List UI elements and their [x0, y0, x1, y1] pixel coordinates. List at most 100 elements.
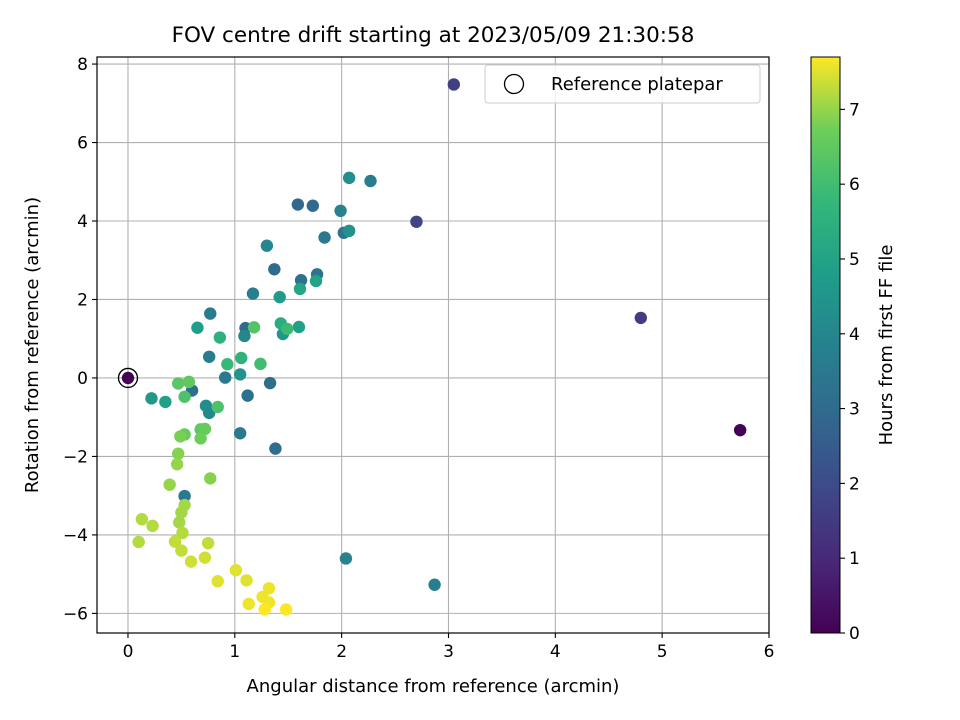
colorbar-tick-label: 3 [849, 400, 860, 420]
legend-box [484, 64, 761, 104]
data-point [221, 358, 234, 371]
data-point [260, 239, 274, 252]
data-point [273, 290, 286, 304]
data-point [173, 516, 186, 529]
data-point [184, 555, 198, 568]
data-point [178, 390, 191, 403]
data-point [447, 78, 461, 91]
legend-entry-reference: Reference platepar [551, 74, 723, 95]
x-tick-label: 0 [123, 642, 134, 662]
reference-marker [117, 367, 139, 389]
colorbar-label: Hours from first FF file [876, 245, 897, 446]
data-point [258, 603, 271, 616]
y-tick-label: 4 [77, 212, 88, 232]
gridlines [97, 57, 770, 633]
data-point [194, 432, 207, 445]
x-tick-label: 5 [657, 642, 668, 662]
x-tick-label: 1 [229, 642, 240, 662]
data-point [339, 552, 353, 565]
data-point [410, 215, 423, 228]
colorbar-tick-label: 0 [849, 624, 860, 644]
y-tick-label: 2 [77, 290, 88, 310]
data-point [241, 389, 254, 402]
data-point [254, 357, 267, 371]
y-tick-label: −6 [63, 604, 88, 624]
data-point [233, 368, 247, 381]
data-point [238, 329, 251, 343]
data-point [235, 351, 248, 365]
data-point [121, 371, 135, 385]
data-point [262, 582, 276, 595]
data-point [198, 422, 212, 436]
data-point [146, 519, 159, 533]
colorbar-tick-label: 6 [849, 175, 860, 195]
data-point [204, 307, 217, 320]
data-point [242, 597, 255, 611]
x-axis-label: Angular distance from reference (arcmin) [247, 676, 620, 697]
data-point [364, 174, 377, 188]
data-point [269, 442, 282, 455]
data-point [293, 282, 307, 296]
data-point [202, 350, 216, 363]
data-point [163, 478, 176, 491]
y-tick-label: 6 [77, 134, 88, 154]
data-point [279, 603, 293, 616]
colorbar-tick-label: 7 [849, 100, 860, 120]
data-point [291, 198, 305, 211]
data-point [263, 376, 277, 390]
data-point [634, 311, 647, 325]
data-point [178, 489, 191, 503]
data-point [309, 274, 323, 288]
colorbar-tick-label: 2 [849, 474, 860, 494]
data-point [176, 526, 189, 540]
x-tick-label: 2 [336, 642, 347, 662]
y-tick-label: −2 [63, 447, 88, 467]
data-point [168, 535, 182, 548]
plot-frame [96, 56, 770, 634]
chart-title: FOV centre drift starting at 2023/05/09 … [172, 23, 695, 48]
x-tick-label: 3 [443, 642, 454, 662]
data-point [198, 551, 212, 564]
data-point [213, 331, 227, 344]
data-point [199, 399, 213, 413]
y-axis-ticks: −6 −4 −2 0 2 4 6 8 [63, 55, 97, 624]
data-point [174, 430, 187, 443]
data-point [201, 536, 215, 550]
data-point [204, 472, 217, 485]
colorbar-ticks: 0 1 2 3 4 5 6 7 [840, 100, 860, 644]
data-point [170, 458, 184, 471]
x-axis-ticks: 0 1 2 3 4 5 6 [123, 633, 775, 662]
data-point [159, 395, 172, 409]
data-point [135, 513, 149, 526]
data-point [428, 578, 441, 591]
legend-reference-marker [503, 73, 525, 95]
data-point [171, 377, 185, 390]
data-point [229, 564, 243, 577]
data-point [233, 427, 247, 440]
data-point [211, 400, 224, 414]
data-point [182, 375, 196, 389]
data-point [280, 322, 294, 336]
data-point [211, 575, 224, 588]
y-tick-label: 0 [77, 369, 88, 389]
data-point [733, 423, 747, 437]
x-tick-label: 4 [550, 642, 561, 662]
colorbar-tick-label: 1 [849, 549, 860, 569]
colorbar: 0 1 2 3 4 5 6 7 Hours from first FF file [810, 56, 897, 644]
data-point [175, 506, 188, 519]
data-point [342, 224, 356, 238]
data-point [219, 371, 232, 384]
data-point [171, 447, 185, 460]
x-tick-label: 6 [764, 642, 775, 662]
legend: Reference platepar [484, 64, 761, 104]
y-tick-label: −4 [63, 526, 88, 546]
data-point [145, 392, 158, 405]
data-point [191, 321, 204, 334]
data-point [247, 321, 261, 334]
colorbar-tick-label: 4 [849, 325, 860, 345]
data-point [132, 535, 145, 549]
colorbar-tick-label: 5 [849, 250, 860, 270]
data-point [342, 171, 356, 185]
data-point [246, 287, 260, 300]
